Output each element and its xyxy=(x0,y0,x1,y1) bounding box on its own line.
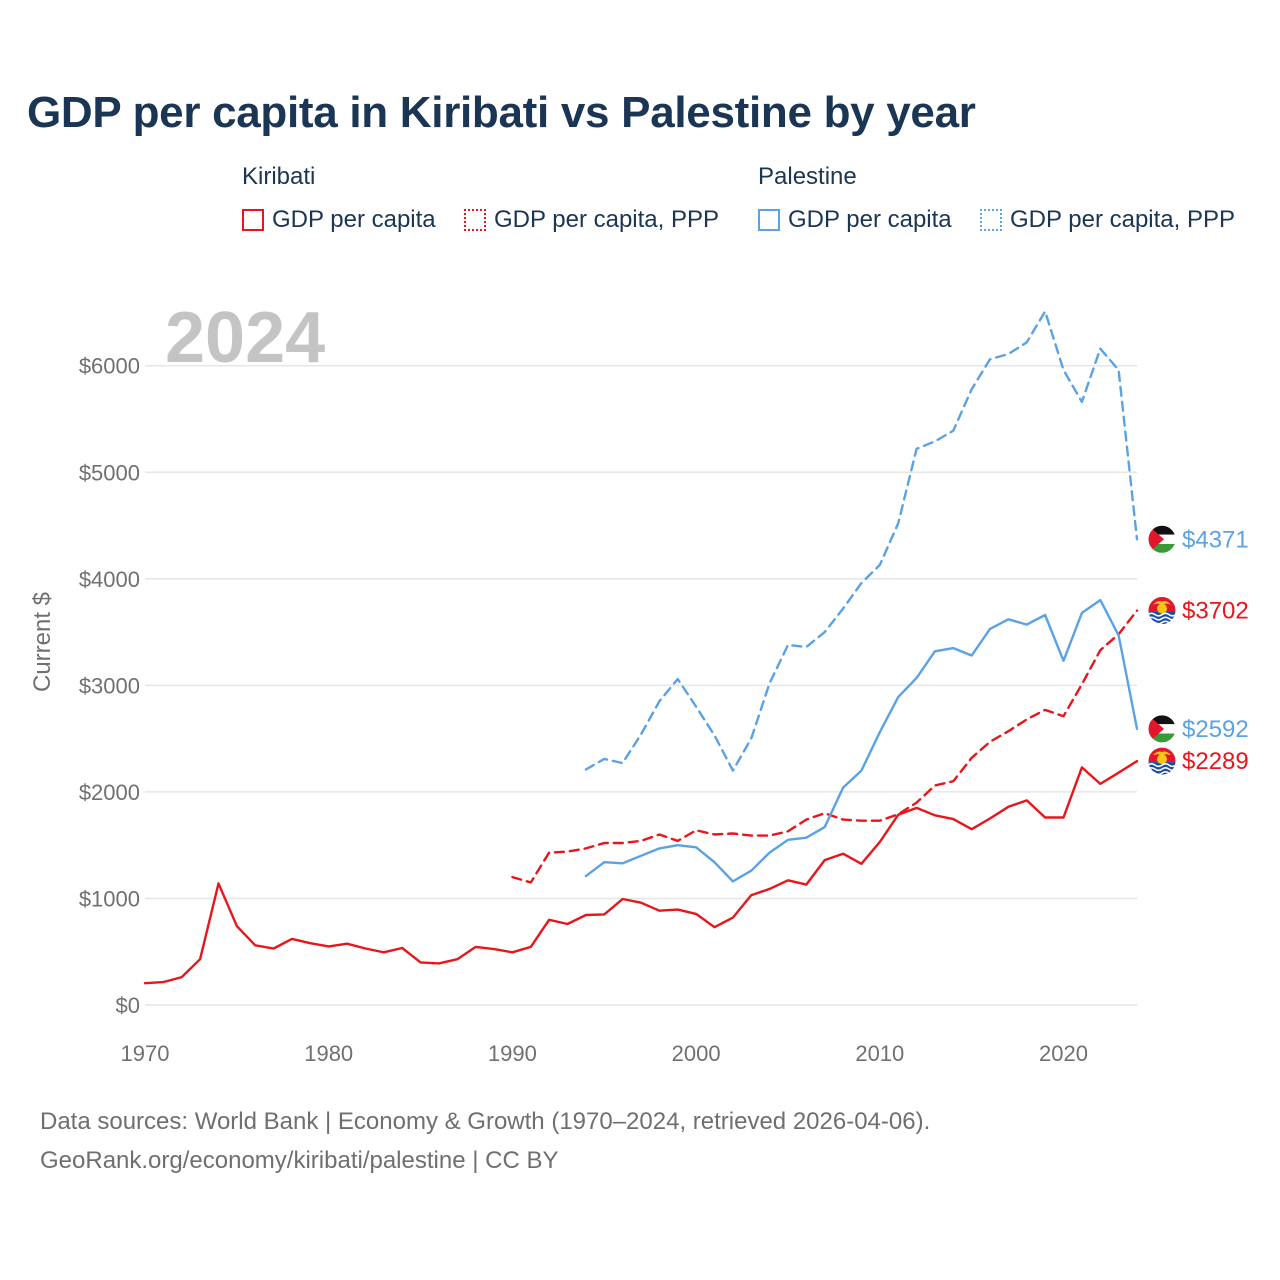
end-value-label-palestine-ppp: $4371 xyxy=(1182,526,1249,553)
y-tick-label: $0 xyxy=(116,993,140,1018)
series-line-palestine-ppp xyxy=(584,310,1139,772)
x-tick-label: 2020 xyxy=(1039,1041,1088,1066)
series-line-kiribati xyxy=(143,759,1139,985)
legend-swatch-palestine-dotted xyxy=(980,209,1002,231)
x-tick-label: 2010 xyxy=(855,1041,904,1066)
legend-label: GDP per capita, PPP xyxy=(494,206,719,233)
kiribati-flag-icon xyxy=(1147,746,1177,776)
end-value-label-palestine: $2592 xyxy=(1182,716,1249,743)
legend-kiribati-gdp[interactable]: GDP per capita xyxy=(242,204,436,236)
y-axis-label: Current $ xyxy=(29,592,56,692)
legend-palestine-title: Palestine xyxy=(758,163,857,190)
palestine-flag-icon xyxy=(1147,714,1177,744)
x-tick-label: 2000 xyxy=(672,1041,721,1066)
legend-kiribati-gdp-ppp[interactable]: GDP per capita, PPP xyxy=(464,204,719,236)
y-tick-label: $5000 xyxy=(79,460,140,485)
legend-kiribati-title: Kiribati xyxy=(242,163,316,190)
legend-label: GDP per capita xyxy=(272,206,436,233)
y-tick-label: $3000 xyxy=(79,673,140,698)
kiribati-flag-icon xyxy=(1147,596,1177,626)
y-tick-label: $6000 xyxy=(79,354,140,379)
chart-title: GDP per capita in Kiribati vs Palestine … xyxy=(27,88,976,137)
series-line-kiribati-ppp xyxy=(511,609,1139,884)
x-tick-label: 1990 xyxy=(488,1041,537,1066)
legend-label: GDP per capita, PPP xyxy=(1010,206,1235,233)
y-tick-label: $2000 xyxy=(79,780,140,805)
end-value-label-kiribati-ppp: $3702 xyxy=(1182,598,1249,625)
legend-label: GDP per capita xyxy=(788,206,952,233)
x-tick-label: 1970 xyxy=(121,1041,170,1066)
footer-sources: Data sources: World Bank | Economy & Gro… xyxy=(40,1108,931,1135)
footer-url: GeoRank.org/economy/kiribati/palestine |… xyxy=(40,1147,559,1174)
legend-swatch-palestine-solid xyxy=(758,209,780,231)
y-tick-label: $1000 xyxy=(79,886,140,911)
legend-swatch-kiribati-dotted xyxy=(464,209,486,231)
y-tick-label: $4000 xyxy=(79,567,140,592)
year-watermark: 2024 xyxy=(165,298,325,378)
end-value-label-kiribati: $2289 xyxy=(1182,748,1249,775)
legend-palestine-gdp-ppp[interactable]: GDP per capita, PPP xyxy=(980,204,1235,236)
series-line-palestine xyxy=(584,598,1139,883)
x-tick-label: 1980 xyxy=(304,1041,353,1066)
legend-palestine-gdp[interactable]: GDP per capita xyxy=(758,204,952,236)
palestine-flag-icon xyxy=(1147,524,1177,554)
legend-swatch-kiribati-solid xyxy=(242,209,264,231)
